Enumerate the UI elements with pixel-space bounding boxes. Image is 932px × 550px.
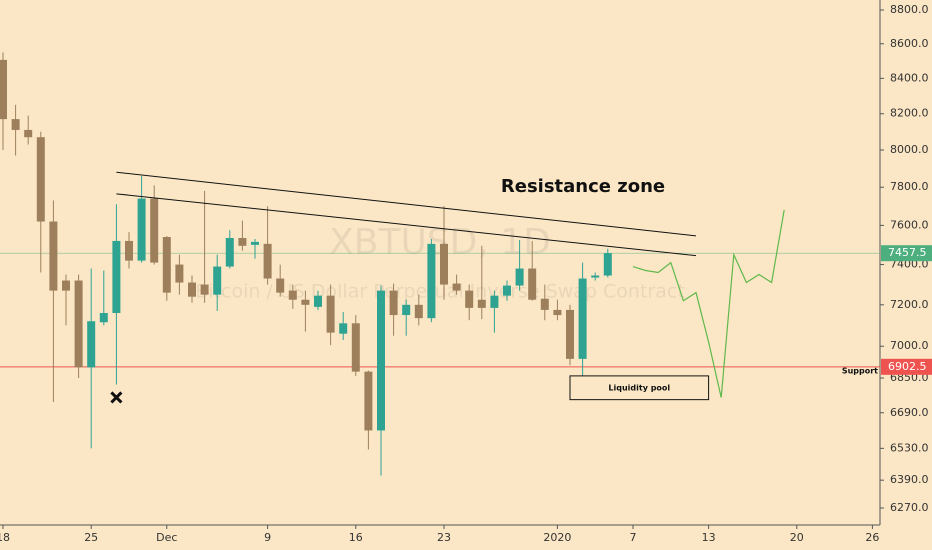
candle-body: [553, 309, 562, 316]
candle-body: [339, 323, 348, 334]
candle-body: [36, 137, 45, 222]
liquidity-label: Liquidity pool: [608, 383, 670, 392]
x-tick-label: 9: [264, 531, 271, 544]
candle-body: [490, 295, 499, 308]
cross-marker: [110, 391, 123, 404]
candle-body: [440, 243, 448, 285]
x-tick-label: 23: [437, 531, 451, 544]
candle-body: [377, 290, 385, 431]
x-tick-label: 18: [0, 531, 10, 544]
y-tick-label: 8200.0: [890, 107, 929, 120]
candle-body: [288, 290, 297, 300]
candle-body: [465, 290, 474, 308]
candle-body: [503, 285, 511, 296]
resistance-label: Resistance zone: [501, 176, 665, 197]
x-tick-label: 26: [865, 531, 879, 544]
candle-body: [427, 243, 436, 319]
x-tick-label: Dec: [156, 531, 177, 544]
liquidity-box: [569, 375, 710, 401]
projection-line: [632, 209, 785, 398]
candle-body: [603, 253, 612, 276]
candle-body: [402, 304, 411, 316]
candle-body: [213, 266, 222, 295]
trendline: [116, 171, 697, 237]
candle-body: [162, 237, 171, 293]
y-tick-label: 7800.0: [890, 180, 929, 193]
candle-body: [188, 282, 196, 297]
candle-body: [125, 240, 133, 261]
candle-body: [566, 309, 574, 359]
candle-body: [137, 198, 146, 261]
candle-body: [314, 295, 322, 307]
x-tick-label: 13: [702, 531, 716, 544]
y-tick-label: 7000.0: [890, 339, 929, 352]
y-tick-label: 6270.0: [890, 501, 929, 514]
candle-body: [364, 371, 373, 431]
x-tick-label: 7: [630, 531, 637, 544]
candle-body: [24, 129, 33, 138]
x-tick-label: 25: [84, 531, 98, 544]
support-price-label: 6902.5: [888, 360, 927, 373]
candle-body: [49, 221, 58, 291]
candle-body: [150, 198, 159, 263]
candle-body: [99, 313, 108, 323]
candle-body: [112, 240, 121, 314]
candle-body: [263, 243, 272, 279]
y-tick-label: 7200.0: [890, 298, 929, 311]
y-tick-label: 8800.0: [890, 3, 929, 16]
candle-body: [591, 275, 600, 278]
candle-body: [175, 264, 184, 283]
last-price-box: [881, 245, 932, 262]
support-label: Support: [842, 366, 878, 375]
candle-body: [74, 280, 83, 368]
candle-body: [528, 268, 537, 300]
y-tick-label: 8600.0: [890, 37, 929, 50]
candle-body: [276, 278, 285, 293]
x-tick-label: 16: [349, 531, 363, 544]
candle-body: [389, 290, 398, 316]
candle-body: [251, 241, 259, 245]
trendline: [116, 193, 697, 257]
candle-body: [11, 119, 20, 130]
candle-body: [87, 321, 96, 368]
candle-body: [540, 298, 549, 310]
candle-body: [238, 238, 247, 246]
candle-body: [515, 268, 524, 286]
x-tick-label: 2020: [543, 531, 571, 544]
y-tick-label: 7600.0: [890, 218, 929, 231]
candle-body: [0, 59, 7, 120]
candle-body: [62, 280, 70, 291]
y-tick-label: 8000.0: [890, 143, 929, 156]
x-tick-label: 20: [790, 531, 804, 544]
candle-body: [351, 323, 360, 372]
candle-body: [326, 295, 335, 333]
last-price-label: 7457.5: [888, 246, 927, 259]
candle-body: [578, 278, 587, 359]
candle-body: [225, 238, 234, 267]
candle-body: [200, 284, 209, 295]
y-tick-label: 8400.0: [890, 71, 929, 84]
y-tick-label: 6530.0: [890, 441, 929, 454]
candle-body: [301, 299, 310, 305]
candle-body: [452, 283, 461, 291]
y-tick-label: 6690.0: [890, 406, 929, 419]
candle-body: [477, 299, 486, 308]
candle-body: [414, 304, 423, 319]
support-price-box: [881, 358, 932, 375]
y-tick-label: 6390.0: [890, 473, 929, 486]
